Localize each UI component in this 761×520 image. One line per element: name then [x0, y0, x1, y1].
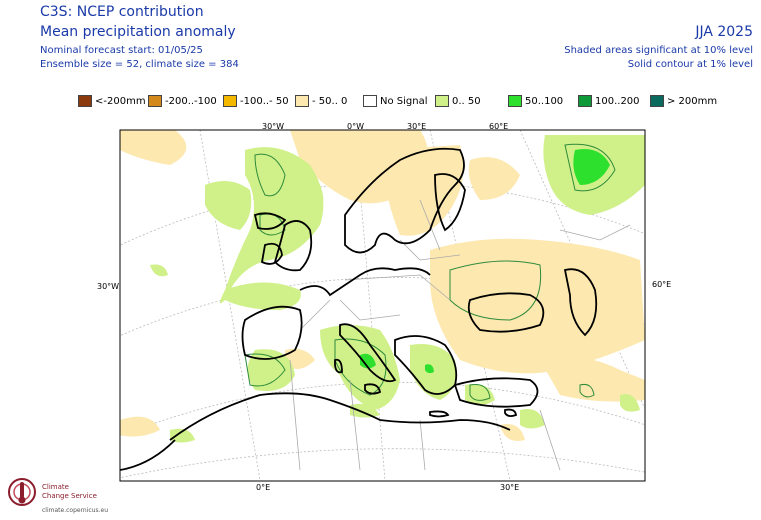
legend-item: 50..100 [508, 93, 563, 109]
sardinia-coast [334, 358, 343, 374]
legend-item: -200..-100 [148, 93, 217, 109]
lon-label-bottom: 30°E [500, 483, 520, 492]
lon-label-left: 30°W [97, 282, 120, 291]
italy-coast [339, 323, 397, 383]
legend-item: 100..200 [578, 93, 640, 109]
legend-swatch [78, 95, 92, 107]
finland-coast [434, 173, 466, 232]
chart-subtitle: Mean precipitation anomaly [40, 24, 236, 40]
chart-title: C3S: NCEP contribution [40, 4, 204, 20]
branding-line2: Change Service [42, 492, 97, 500]
copernicus-logo-icon [8, 478, 36, 506]
legend-label: 100..200 [595, 95, 640, 107]
legend-label: 0.. 50 [452, 95, 481, 107]
legend-item: -100..- 50 [223, 93, 289, 109]
legend-label: -200..-100 [165, 95, 217, 107]
strong-positive-areas [360, 149, 610, 374]
branding-line1: Climate [42, 483, 69, 491]
legend-label: - 50.. 0 [312, 95, 348, 107]
map-frame [119, 129, 646, 482]
legend-item: > 200mm [650, 93, 717, 109]
legend-swatch [295, 95, 309, 107]
lon-label-top: 30°E [407, 122, 427, 131]
ensemble-size-label: Ensemble size = 52, climate size = 384 [40, 59, 239, 70]
coastlines [120, 147, 598, 471]
crete-coast [429, 410, 450, 418]
significance-note: Shaded areas significant at 10% level [564, 45, 753, 56]
lon-label-top: 60°E [489, 122, 509, 131]
caspian-coast [563, 268, 598, 337]
legend-label: <-200mm [95, 95, 146, 107]
legend-label: -100..- 50 [240, 95, 289, 107]
iceland-coast [253, 212, 287, 230]
season-label: JJA 2025 [695, 24, 753, 40]
scandinavia-coast [344, 147, 465, 254]
sicily-coast [364, 383, 382, 395]
legend-swatch [435, 95, 449, 107]
legend-swatch [148, 95, 162, 107]
branding-text: Climate Change Service [42, 483, 97, 501]
africa-west-coast [120, 439, 176, 471]
north-africa-coast [169, 392, 511, 441]
legend-swatch [363, 95, 377, 107]
lon-label-top: 0°W [347, 122, 364, 131]
europe-west-coast [299, 267, 431, 297]
negative-anomaly-areas [120, 130, 645, 441]
legend-item: 0.. 50 [435, 93, 481, 109]
legend-swatch [650, 95, 664, 107]
branding-url: climate.copernicus.eu [42, 507, 109, 514]
legend-item: - 50.. 0 [295, 93, 347, 109]
country-borders [289, 199, 631, 471]
turkey-coast [453, 377, 539, 408]
legend-label: No Signal [380, 95, 428, 107]
uk-coast [273, 220, 313, 272]
forecast-start-label: Nominal forecast start: 01/05/25 [40, 45, 203, 56]
significance-contours [244, 143, 616, 401]
legend-label: > 200mm [667, 95, 718, 107]
ireland-coast [260, 242, 283, 265]
legend-swatch [508, 95, 522, 107]
iberia-coast [241, 305, 303, 360]
black-sea-coast [467, 292, 545, 333]
lon-label-top: 30°W [262, 122, 285, 131]
legend-item: No Signal [363, 93, 428, 109]
lon-label-bottom: 0°E [256, 483, 271, 492]
legend-swatch [223, 95, 237, 107]
cyprus-coast [504, 408, 517, 418]
legend-label: 50..100 [525, 95, 564, 107]
contour-note: Solid contour at 1% level [627, 59, 753, 70]
legend-swatch [578, 95, 592, 107]
lon-label-right: 60°E [652, 280, 672, 289]
legend-item: <-200mm [78, 93, 146, 109]
